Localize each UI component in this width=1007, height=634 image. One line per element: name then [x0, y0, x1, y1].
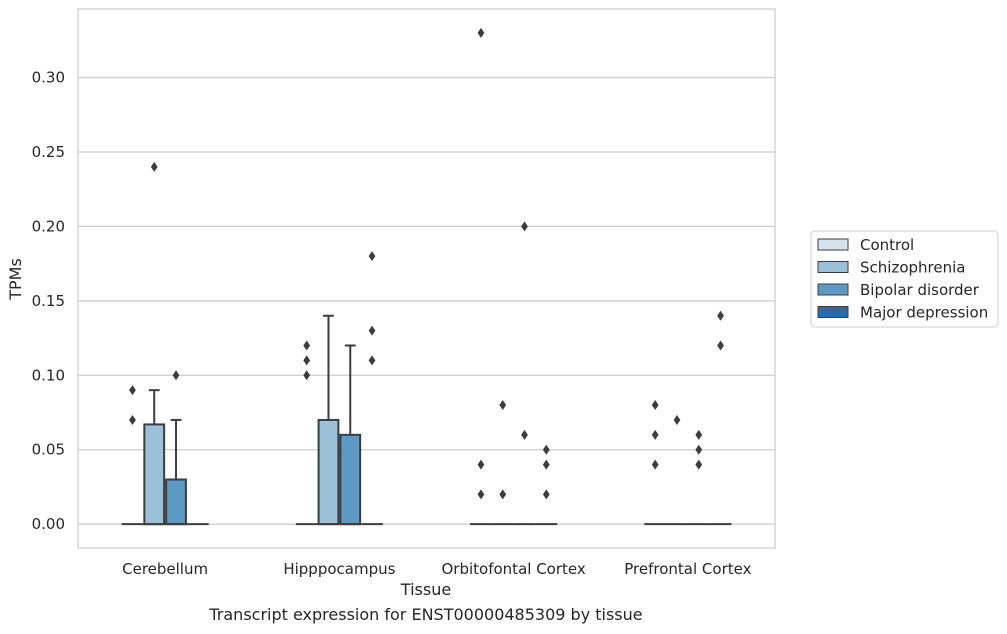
- box-major-depression: [709, 310, 732, 526]
- outlier-point: [477, 459, 485, 470]
- outlier-point: [477, 489, 485, 500]
- x-tick-labels: Cerebellum Hipppocampus Orbitofontal Corte…: [122, 560, 751, 578]
- box-body: [339, 433, 362, 526]
- box-control: [121, 385, 144, 526]
- legend-swatch: [817, 261, 849, 273]
- outlier-point: [651, 459, 659, 470]
- legend-box: [810, 230, 999, 328]
- outlier-point: [129, 414, 136, 425]
- x-tick-label: Hipppocampus: [283, 560, 395, 578]
- data-layer: [121, 27, 732, 526]
- legend-label: Major depression: [860, 304, 988, 322]
- box-body: [317, 418, 340, 526]
- box-bipolar-disorder: [513, 221, 536, 526]
- figure-caption: Transcript expression for ENST0000048530…: [209, 605, 643, 624]
- box-schizophrenia: [666, 414, 688, 526]
- y-tick-label: 0.15: [32, 292, 65, 310]
- y-tick-labels: 0.00 0.05 0.10 0.15 0.20 0.25 0.30: [32, 68, 65, 533]
- outlier-point: [542, 459, 550, 470]
- x-tick-label: Cerebellum: [122, 560, 208, 578]
- outlier-point: [717, 310, 724, 321]
- outlier-point: [368, 251, 376, 262]
- legend-label: Schizophrenia: [860, 259, 965, 277]
- outlier-point: [303, 340, 311, 351]
- outlier-point: [368, 355, 376, 366]
- legend-swatch: [817, 306, 849, 318]
- y-tick-label: 0.20: [32, 217, 65, 235]
- legend-label: Control: [860, 236, 914, 254]
- outlier-point: [542, 489, 550, 500]
- outlier-point: [477, 27, 485, 38]
- outlier-point: [695, 429, 703, 440]
- legend: Control Schizophrenia Bipolar disorder Majo…: [810, 230, 999, 328]
- y-tick-label: 0.30: [32, 68, 65, 86]
- outlier-point: [499, 400, 507, 411]
- box-major-depression: [535, 444, 558, 526]
- outlier-point: [172, 370, 180, 381]
- box-body: [165, 478, 187, 526]
- x-axis-label: Tissue: [400, 580, 451, 599]
- y-tick-label: 0.00: [32, 515, 65, 533]
- box-major-depression: [361, 251, 383, 526]
- y-tick-label: 0.05: [32, 441, 65, 459]
- box-control: [470, 27, 492, 526]
- outlier-point: [499, 489, 507, 500]
- outlier-point: [542, 444, 550, 455]
- outlier-point: [303, 355, 311, 366]
- outlier-point: [651, 429, 659, 440]
- x-tick-label: Orbitofontal Cortex: [442, 560, 586, 578]
- box-bipolar-disorder: [339, 344, 362, 526]
- legend-swatch: [817, 238, 849, 251]
- outlier-point: [129, 385, 136, 396]
- box-schizophrenia: [143, 161, 166, 526]
- box-body: [143, 423, 166, 526]
- legend-swatch: [817, 283, 849, 296]
- box-bipolar-disorder: [687, 429, 710, 526]
- y-tick-label: 0.10: [32, 366, 65, 384]
- outlier-point: [368, 325, 376, 336]
- outlier-point: [651, 400, 659, 411]
- box-control: [644, 400, 667, 526]
- outlier-point: [521, 221, 528, 232]
- outlier-point: [150, 161, 158, 172]
- outlier-point: [521, 429, 528, 440]
- box-schizophrenia: [491, 400, 514, 526]
- box-bipolar-disorder: [165, 370, 187, 526]
- legend-label: Bipolar disorder: [860, 281, 980, 299]
- outlier-point: [695, 444, 703, 455]
- y-tick-label: 0.25: [32, 143, 65, 161]
- plot-frame: [77, 8, 776, 549]
- outlier-point: [303, 370, 311, 381]
- box-schizophrenia: [317, 314, 340, 526]
- outlier-point: [717, 340, 724, 351]
- box-control: [295, 340, 318, 526]
- outlier-point: [673, 414, 681, 425]
- outlier-point: [695, 459, 703, 470]
- x-tick-label: Prefrontal Cortex: [624, 560, 751, 578]
- grid-lines: [78, 76, 775, 525]
- y-axis-label: TPMs: [6, 258, 25, 301]
